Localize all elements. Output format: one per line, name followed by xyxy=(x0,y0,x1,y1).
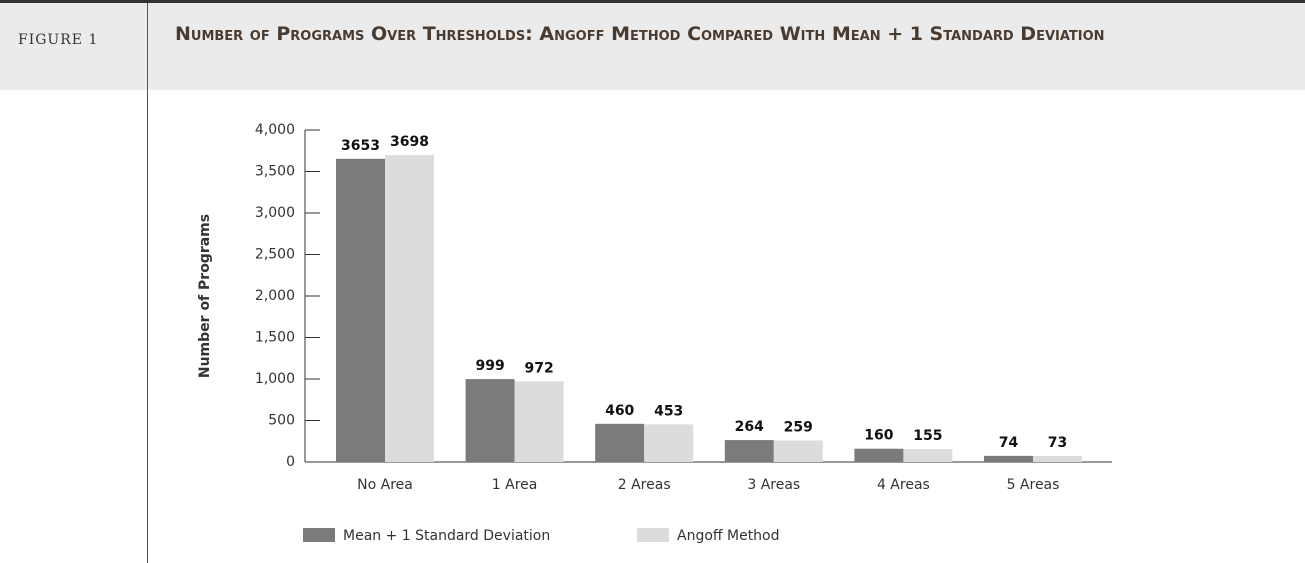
divider xyxy=(147,3,148,563)
bar xyxy=(903,449,953,462)
bar xyxy=(595,423,645,462)
header-band xyxy=(0,3,1305,90)
value-label: 73 xyxy=(1048,435,1067,451)
chart-title: Number of Programs Over Thresholds: Ango… xyxy=(175,23,1105,45)
y-tick-label: 3,500 xyxy=(255,164,295,180)
value-label: 3653 xyxy=(341,138,380,154)
x-tick-label: 4 Areas xyxy=(877,477,930,493)
y-tick-label: 500 xyxy=(268,413,295,429)
value-label: 155 xyxy=(913,428,942,444)
y-tick-label: 2,500 xyxy=(255,247,295,263)
bar xyxy=(644,424,694,462)
value-label: 74 xyxy=(999,435,1019,451)
y-tick-label: 1,000 xyxy=(255,371,295,387)
y-tick-label: 2,000 xyxy=(255,288,295,304)
x-tick-label: 5 Areas xyxy=(1007,477,1060,493)
y-tick-label: 1,500 xyxy=(255,330,295,346)
bar xyxy=(984,455,1033,462)
bar xyxy=(724,440,774,462)
x-tick-label: 1 Area xyxy=(492,477,538,493)
value-label: 259 xyxy=(784,420,813,436)
bar xyxy=(514,381,564,462)
value-label: 972 xyxy=(524,360,553,376)
bar xyxy=(336,158,385,462)
y-tick-label: 3,000 xyxy=(255,205,295,221)
legend-label: Angoff Method xyxy=(677,528,780,544)
legend-swatch xyxy=(303,528,335,542)
bar xyxy=(465,379,515,462)
legend-label: Mean + 1 Standard Deviation xyxy=(343,528,550,544)
x-tick-label: No Area xyxy=(357,477,413,493)
value-label: 264 xyxy=(735,419,764,435)
value-label: 160 xyxy=(864,428,893,444)
figure-label: FIGURE 1 xyxy=(18,32,99,48)
value-label: 999 xyxy=(475,358,504,374)
x-tick-label: 3 Areas xyxy=(747,477,800,493)
x-tick-label: 2 Areas xyxy=(618,477,671,493)
y-tick-label: 0 xyxy=(286,454,295,470)
top-rule xyxy=(0,0,1305,3)
y-tick-label: 4,000 xyxy=(255,122,295,138)
bar xyxy=(1033,455,1082,462)
bar xyxy=(854,448,904,462)
legend-swatch xyxy=(637,528,669,542)
bar xyxy=(385,155,434,463)
y-axis-title: Number of Programs xyxy=(197,214,213,378)
value-label: 3698 xyxy=(390,134,429,150)
value-label: 460 xyxy=(605,403,634,419)
bar xyxy=(773,440,823,462)
value-label: 453 xyxy=(654,403,683,419)
